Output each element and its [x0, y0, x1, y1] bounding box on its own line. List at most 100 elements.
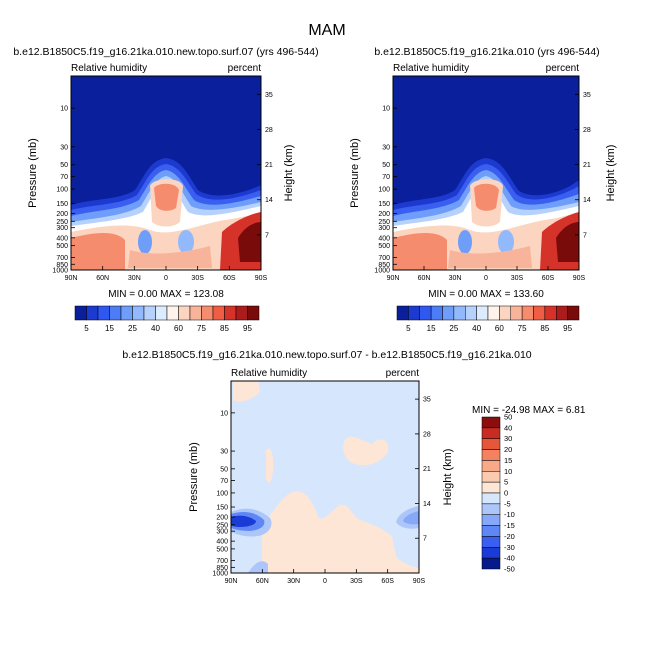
colorbar-label: 95 — [563, 324, 572, 333]
colorbar-swatch — [132, 305, 145, 321]
panel-3-ylabel: Pressure (mb) — [188, 442, 200, 512]
x-tick-label: 90S — [413, 578, 426, 585]
y-tick-label: 500 — [378, 243, 390, 250]
colorbar-label: -50 — [504, 565, 515, 574]
panel-3: b.e12.B1850C5.f19_g16.21ka.010.new.topo.… — [122, 349, 585, 585]
x-tick-label: 30S — [191, 275, 204, 282]
colorbar-swatch — [178, 305, 191, 321]
panel-1-lower-band-2 — [71, 233, 125, 270]
y-tick-label: 30 — [60, 144, 68, 151]
x-tick-label: 60N — [256, 578, 269, 585]
x-tick-label: 60S — [381, 578, 394, 585]
panel-1-stats: MIN = 0.00 MAX = 123.08 — [108, 289, 224, 300]
colorbar-label: 5 — [84, 324, 89, 333]
colorbar-swatch — [556, 305, 568, 321]
colorbar-swatch — [481, 460, 501, 472]
colorbar-swatch — [481, 416, 501, 429]
panel-1: b.e12.B1850C5.f19_g16.21ka.010.new.topo.… — [13, 46, 318, 333]
colorbar-label: 85 — [540, 324, 549, 333]
y-tick-label: 850 — [56, 262, 68, 269]
colorbar-label: 5 — [406, 324, 411, 333]
colorbar-swatch — [510, 305, 523, 321]
panel-2-axes: 1030507010015020025030040050070085010003… — [374, 92, 590, 282]
panel-2-dry-right — [498, 230, 514, 254]
colorbar-swatch — [481, 536, 501, 548]
colorbar-swatch — [533, 305, 546, 321]
panel-3-stats: MIN = -24.98 MAX = 6.81 — [472, 405, 586, 416]
y-tick-label: 700 — [378, 255, 390, 262]
colorbar-swatch — [567, 305, 580, 321]
colorbar-swatch — [212, 305, 225, 321]
y-tick-label: 150 — [56, 201, 68, 208]
colorbar-label: 40 — [472, 324, 481, 333]
x-tick-label: 90S — [255, 275, 268, 282]
y-tick-label: 250 — [56, 219, 68, 226]
y-tick-label: 850 — [378, 262, 390, 269]
colorbar-label: 95 — [243, 324, 252, 333]
colorbar-label: 25 — [128, 324, 137, 333]
panel-2-y2label: Height (km) — [605, 145, 617, 202]
panel-3-patch-right — [343, 436, 389, 466]
colorbar-label: -40 — [504, 554, 515, 563]
y-tick-label: 50 — [382, 162, 390, 169]
y-tick-label: 100 — [216, 490, 228, 497]
y-tick-label: 30 — [220, 449, 228, 456]
panel-1-axes: 1030507010015020025030040050070085010003… — [52, 92, 272, 282]
panel-1-blob-upper-core — [154, 183, 179, 211]
y-tick-label: 700 — [216, 558, 228, 565]
panel-2-ylabel: Pressure (mb) — [349, 138, 361, 208]
colorbar-swatch — [481, 557, 501, 570]
panel-3-patch-top — [233, 381, 260, 402]
panel-2-south-core — [556, 222, 579, 262]
panel-1-south-core — [238, 222, 261, 262]
colorbar-swatch — [109, 305, 122, 321]
panel-2-units-label: percent — [546, 63, 580, 74]
y-tick-label: 500 — [56, 243, 68, 250]
panel-2-lower-band-2 — [393, 233, 447, 270]
x-tick-label: 60N — [418, 275, 431, 282]
colorbar-swatch — [143, 305, 156, 321]
colorbar-swatch — [155, 305, 168, 321]
panel-3-plot — [231, 381, 419, 573]
panel-3-patch-lower — [262, 491, 419, 573]
x-tick-label: 90N — [387, 275, 400, 282]
colorbar-swatch — [481, 547, 501, 559]
y-tick-label: 100 — [378, 187, 390, 194]
x-tick-label: 60N — [96, 275, 109, 282]
y-tick-label: 400 — [56, 235, 68, 242]
x-tick-label: 90N — [225, 578, 238, 585]
colorbar-swatch — [235, 305, 248, 321]
colorbar-label: 85 — [220, 324, 229, 333]
x-tick-label: 0 — [323, 578, 327, 585]
y-tick-label: 70 — [60, 174, 68, 181]
colorbar-swatch — [476, 305, 489, 321]
x-tick-label: 30N — [128, 275, 141, 282]
colorbar-label: 30 — [504, 434, 512, 443]
y-tick-label: 100 — [56, 187, 68, 194]
x-tick-label: 0 — [164, 275, 168, 282]
panel-3-y2label: Height (km) — [442, 449, 454, 506]
panel-1-ylabel: Pressure (mb) — [27, 138, 39, 208]
panel-1-dry-left — [138, 230, 152, 254]
panel-3-dry-lower — [248, 561, 268, 573]
panel-3-title: b.e12.B1850C5.f19_g16.21ka.010.new.topo.… — [122, 349, 531, 361]
y2-tick-label: 14 — [265, 197, 273, 204]
y2-tick-label: 14 — [583, 197, 591, 204]
colorbar-label: 25 — [449, 324, 458, 333]
colorbar-swatch — [465, 305, 477, 321]
colorbar-swatch — [430, 305, 443, 321]
colorbar-swatch — [481, 525, 501, 537]
panel-1-units-label: percent — [228, 63, 262, 74]
colorbar-label: 60 — [174, 324, 183, 333]
y2-tick-label: 35 — [265, 92, 273, 99]
y2-tick-label: 7 — [583, 232, 587, 239]
colorbar-swatch — [544, 305, 557, 321]
colorbar-swatch — [224, 305, 237, 321]
panel-3-axes: 1030507010015020025030040050070085010003… — [212, 397, 430, 585]
colorbar-swatch — [481, 481, 501, 494]
y-tick-label: 50 — [60, 162, 68, 169]
colorbar-swatch — [481, 514, 501, 526]
x-tick-label: 90S — [573, 275, 586, 282]
y2-tick-label: 28 — [583, 127, 591, 134]
colorbar-swatch — [396, 305, 409, 321]
